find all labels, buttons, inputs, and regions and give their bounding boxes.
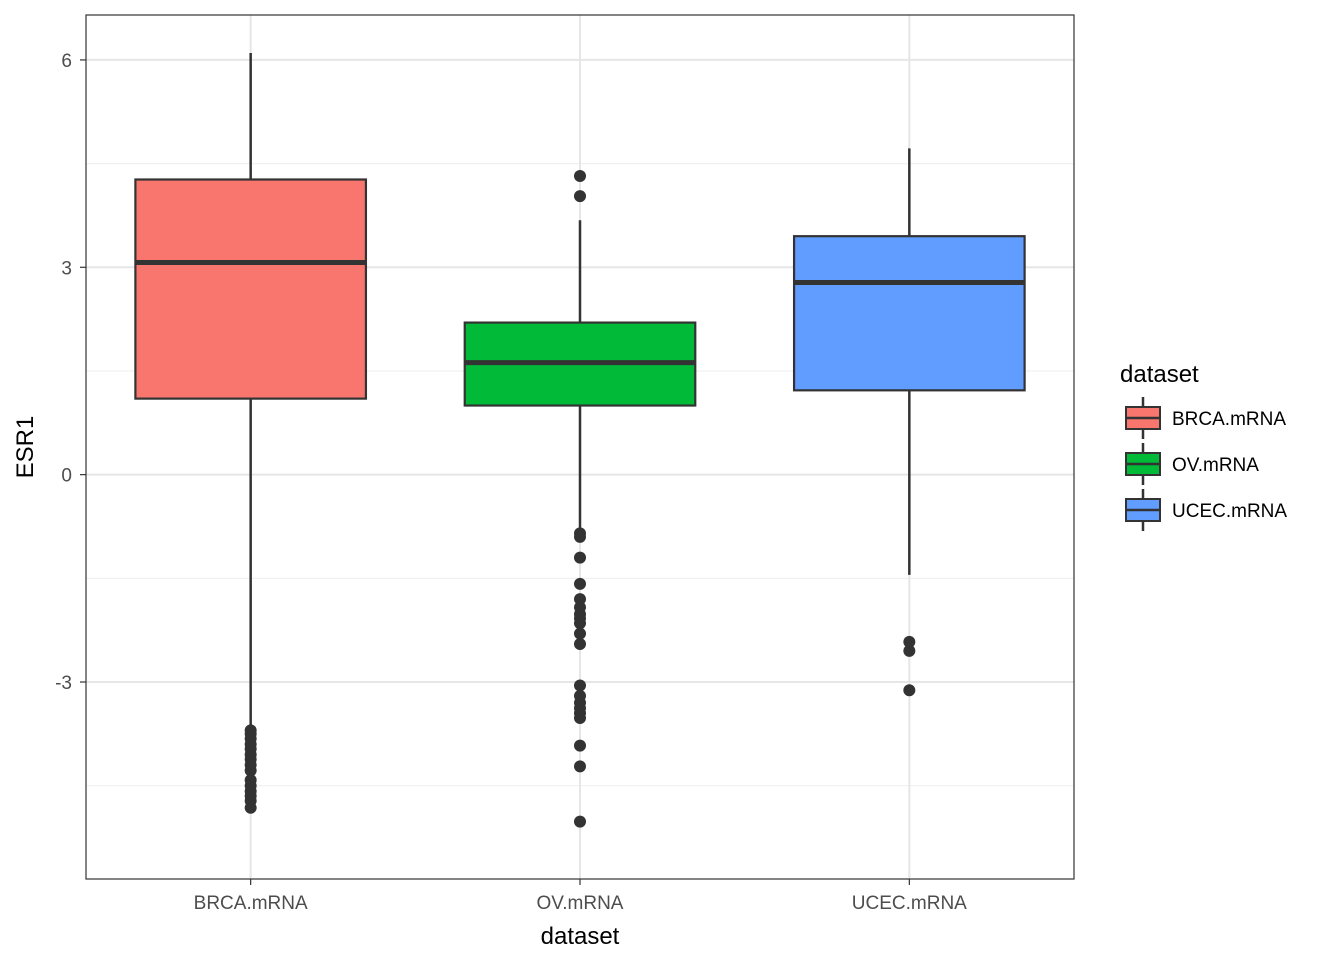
- y-tick-label: 3: [61, 258, 72, 279]
- outlier-point: [903, 684, 916, 697]
- legend-label: OV.mRNA: [1172, 455, 1259, 476]
- box-group: [792, 148, 1026, 697]
- legend-title: dataset: [1120, 361, 1199, 388]
- outlier-point: [574, 815, 586, 828]
- outlier-point: [574, 170, 586, 183]
- y-axis-title: ESR1: [12, 416, 39, 479]
- outlier-point: [574, 577, 586, 590]
- outlier-point: [574, 637, 586, 650]
- box-iqr: [792, 235, 1026, 392]
- box-series: [134, 53, 1026, 828]
- outlier-point: [244, 801, 257, 814]
- legend-label: UCEC.mRNA: [1172, 501, 1287, 522]
- legend: dataset BRCA.mRNA OV.mRNA UCEC.mRNA: [1120, 361, 1287, 531]
- box-iqr: [134, 178, 368, 400]
- outlier-point: [574, 190, 586, 203]
- axes: -3 0 3 6 BRCA.mRNA OV.mRNA UCEC.mRNA: [55, 51, 967, 914]
- outlier-point: [574, 617, 586, 630]
- box-group: [134, 53, 368, 814]
- outlier-point: [244, 764, 257, 777]
- outlier-point: [574, 739, 586, 752]
- outlier-point: [574, 551, 586, 564]
- x-tick-label: UCEC.mRNA: [852, 893, 967, 914]
- legend-label: BRCA.mRNA: [1172, 409, 1286, 430]
- outlier-point: [903, 644, 916, 657]
- outlier-point: [574, 711, 586, 724]
- x-axis-title: dataset: [541, 923, 620, 950]
- outlier-point: [574, 530, 586, 543]
- y-tick-label: 6: [61, 51, 72, 72]
- plot-panel: [85, 14, 1075, 880]
- outlier-point: [574, 593, 586, 606]
- outlier-point: [903, 635, 916, 648]
- outlier-point: [574, 760, 586, 773]
- legend-item: BRCA.mRNA: [1125, 397, 1286, 439]
- outlier-point: [574, 679, 586, 692]
- legend-item: UCEC.mRNA: [1125, 489, 1287, 531]
- legend-item: OV.mRNA: [1125, 443, 1259, 485]
- y-tick-label: 0: [61, 466, 72, 487]
- box-group: [463, 170, 697, 828]
- y-tick-label: -3: [55, 673, 72, 694]
- outlier-point: [574, 627, 586, 640]
- x-tick-label: OV.mRNA: [537, 893, 624, 914]
- x-tick-label: BRCA.mRNA: [194, 893, 308, 914]
